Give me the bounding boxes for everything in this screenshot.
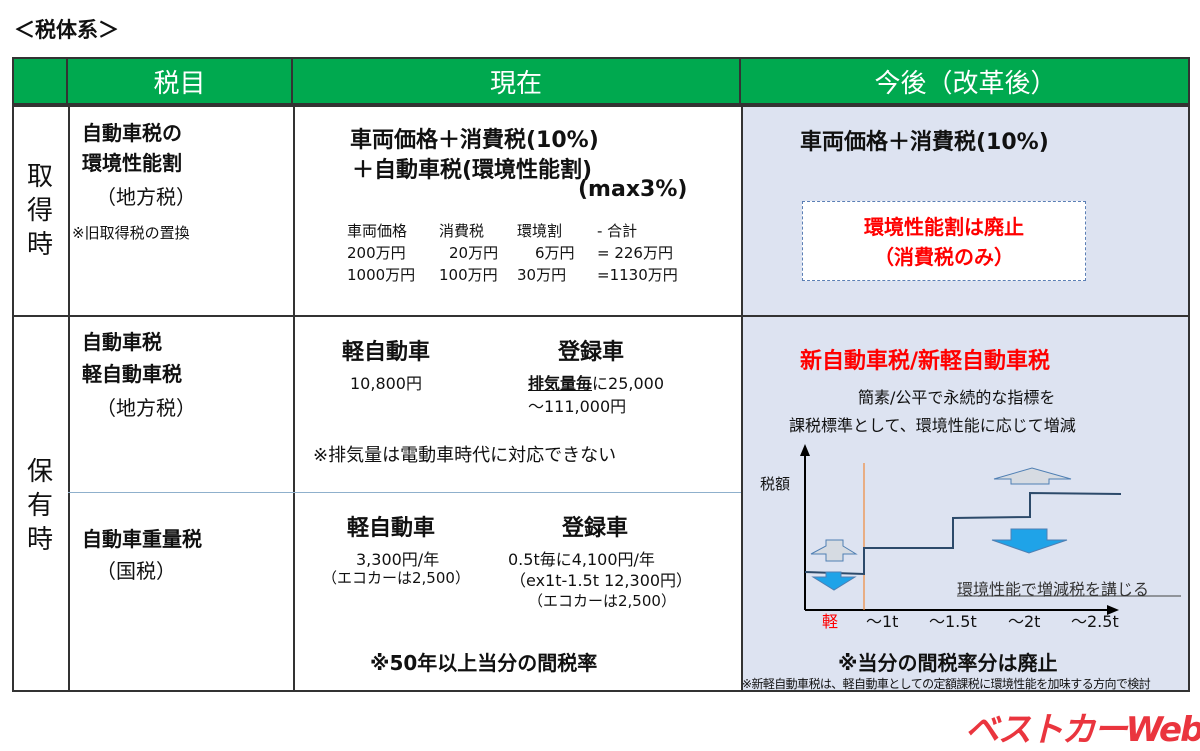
footnote: ※新軽自動車税は、軽自動車としての定額課税に環境性能を加味する方向で検討: [742, 677, 1151, 691]
cell: 6万円: [535, 244, 575, 262]
x-tick-kei: 軽: [822, 612, 839, 631]
acq-future-line1: 車両価格＋消費税(10%): [800, 130, 1049, 155]
row-label-char: 有: [26, 491, 53, 521]
text: 環境性能割: [82, 151, 182, 175]
abolished-box: 環境性能割は廃止 （消費税のみ）: [802, 201, 1086, 281]
example-row: 1000万円 100万円 30万円 =1130万円: [347, 264, 678, 286]
row-label-ownership: 保 有 時: [25, 455, 55, 557]
kei-weight-amount: 3,300円/年: [356, 550, 440, 569]
example-row: 200万円 20万円 6万円 = 226万円: [347, 242, 678, 264]
text: 自動車税の: [82, 121, 182, 145]
acq-tax-type: （地方税）: [96, 185, 196, 209]
table-frame: [12, 105, 1190, 692]
chart-y-label: 税額: [760, 475, 791, 493]
row-divider: [12, 315, 1190, 317]
acq-current-line1: 車両価格＋消費税(10%): [350, 128, 599, 153]
own-tax1-name: 自動車税 軽自動車税: [82, 326, 182, 390]
acq-note: ※旧取得税の置換: [72, 224, 190, 242]
tax-step-line: [804, 491, 1122, 576]
registered-weight-example: （ex1t-1.5t 12,300円）: [510, 571, 693, 590]
x-tick-2t: ～2t: [1008, 612, 1041, 631]
bestcar-web-logo: ベストカーWeb: [965, 710, 1200, 750]
acq-tax-name: 自動車税の 環境性能割: [82, 118, 182, 178]
displacement-note: ※排気量は電動車時代に対応できない: [313, 445, 617, 466]
x-tick-1t: ～1t: [866, 612, 899, 631]
arrow-down-icon: [991, 528, 1068, 554]
abolished-subtext: （消費税のみ）: [874, 245, 1014, 269]
cell: = 226万円: [597, 244, 673, 262]
row-label-char: 時: [26, 525, 53, 555]
chart-annotation: 環境性能で増減税を講じる: [957, 580, 1150, 599]
own-tax2-name: 自動車重量税: [82, 527, 202, 551]
x-tick-2-5t: ～2.5t: [1071, 612, 1119, 631]
cell: 20万円: [449, 244, 499, 262]
cell: 200万円: [347, 244, 406, 262]
cell: 車両価格: [347, 222, 408, 240]
kei-label: 軽自動車: [342, 340, 431, 365]
cell: - 合計: [597, 222, 638, 240]
arrow-up-icon: [993, 467, 1072, 485]
example-row: 車両価格 消費税 環境割 - 合計: [347, 220, 678, 242]
subrow-divider: [68, 492, 741, 493]
new-tax-desc1: 簡素/公平で永続的な指標を: [858, 388, 1056, 407]
page-title: ＜税体系＞: [14, 18, 119, 42]
registered-amount-max: ～111,000円: [528, 397, 627, 416]
x-axis-arrow: [1107, 605, 1119, 615]
abolish-provisional-note: ※当分の間税率分は廃止: [838, 651, 1058, 675]
col-divider-1: [68, 105, 70, 692]
text: に25,000: [592, 374, 665, 393]
registered-amount: 排気量毎に25,000: [528, 370, 664, 394]
header-border: [12, 57, 1190, 105]
kei-label-weight: 軽自動車: [347, 516, 436, 541]
arrow-down-icon: [811, 571, 857, 591]
acq-current-line2: ＋自動車税(環境性能割): [352, 158, 593, 183]
header-blank: [12, 57, 68, 105]
cell: 環境割: [517, 222, 563, 240]
new-tax-desc2: 課税標準として、環境性能に応じて増減: [789, 416, 1076, 435]
registered-label: 登録車: [558, 340, 625, 365]
y-axis-arrow: [800, 444, 810, 456]
cell: 30万円: [517, 266, 567, 284]
header-current: 現在: [293, 57, 741, 105]
cell: =1130万円: [597, 266, 678, 284]
acq-current-line3: (max3%): [578, 177, 688, 202]
kei-eco-amount: （エコカーは2,500）: [322, 569, 470, 587]
col-divider-2: [293, 105, 295, 692]
registered-eco-amount: （エコカーは2,500）: [528, 592, 676, 610]
header-tax-item: 税目: [68, 57, 293, 105]
cell: 1000万円: [347, 266, 416, 284]
own-tax2-type: （国税）: [96, 559, 176, 583]
text: 自動車税: [82, 330, 162, 354]
row-label-acquisition: 取 得 時: [25, 160, 55, 262]
kei-amount: 10,800円: [350, 374, 422, 393]
row-label-char: 保: [26, 457, 53, 487]
registered-weight-amount: 0.5t毎に4,100円/年: [508, 550, 655, 569]
row-label-char: 得: [26, 196, 53, 226]
row-label-char: 取: [26, 162, 53, 192]
col-divider-3: [741, 105, 743, 692]
arrow-up-icon: [810, 539, 858, 562]
tax-step-chart: [800, 444, 1181, 615]
own-tax1-type: （地方税）: [96, 396, 196, 420]
new-tax-title: 新自動車税/新軽自動車税: [800, 349, 1051, 374]
cell: 消費税: [439, 222, 485, 240]
row-label-char: 時: [26, 230, 53, 260]
registered-label-weight: 登録車: [562, 516, 629, 541]
header-future: 今後（改革後）: [741, 57, 1190, 105]
provisional-rate-note: ※50年以上当分の間税率: [370, 651, 598, 675]
abolished-text: 環境性能割は廃止: [864, 215, 1024, 239]
cell: 100万円: [439, 266, 498, 284]
text: 排気量毎: [528, 374, 593, 393]
acq-example-table: 車両価格 消費税 環境割 - 合計 200万円 20万円 6万円 = 226万円 1000万…: [347, 220, 678, 286]
text: 軽自動車税: [82, 362, 182, 386]
x-tick-1-5t: ～1.5t: [929, 612, 977, 631]
